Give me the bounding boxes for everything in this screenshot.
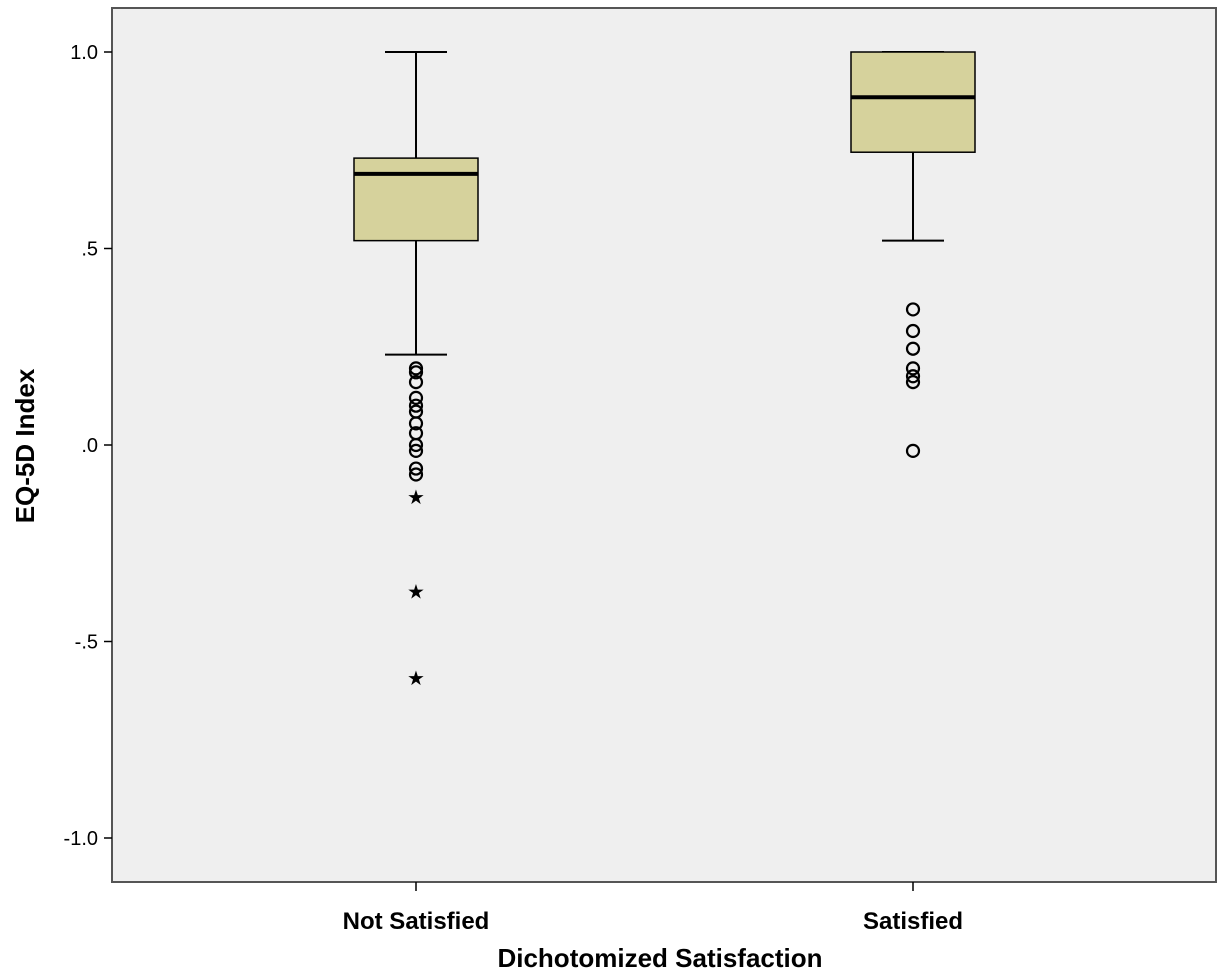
plot-area	[111, 7, 1217, 883]
y-tick-label-2: .0	[81, 435, 98, 457]
outlier-1-2	[905, 341, 921, 356]
y-tick-label-3: -.5	[75, 632, 98, 654]
y-tick-label-1: .5	[81, 239, 98, 261]
outlier-1-3	[905, 361, 921, 376]
x-axis: Not Satisfied Satisfied	[343, 882, 963, 935]
x-axis-title: Dichotomized Satisfaction	[497, 943, 822, 973]
outlier-0-10	[408, 461, 424, 476]
x-tick-label-1: Satisfied	[863, 908, 963, 935]
outlier-0-2	[408, 375, 424, 390]
extreme-star-0-2: ★	[407, 666, 425, 690]
outlier-0-4	[408, 398, 424, 413]
outlier-1-4	[905, 369, 921, 384]
outlier-0-6	[408, 416, 424, 431]
outlier-0-11	[408, 467, 424, 482]
outlier-0-8	[408, 437, 424, 453]
iqr-box-1	[850, 51, 976, 153]
y-tick-label-4: -1.0	[64, 828, 98, 850]
extreme-star-0-1: ★	[407, 579, 425, 603]
outlier-0-1	[408, 365, 424, 380]
outlier-1-0	[905, 302, 921, 317]
y-axis: 1.0 .5 .0 -.5 -1.0	[64, 42, 112, 850]
box-group-0: ★ ★ ★	[353, 51, 479, 690]
extreme-star-0-0: ★	[407, 485, 425, 509]
outlier-0-9	[408, 443, 424, 458]
iqr-box-0	[353, 157, 479, 242]
outlier-1-6	[905, 443, 921, 458]
y-tick-label-0: 1.0	[70, 42, 98, 64]
outlier-0-0	[408, 361, 424, 376]
box-group-1	[850, 51, 976, 458]
y-axis-title: EQ-5D Index	[10, 368, 40, 523]
outlier-1-5	[905, 375, 921, 390]
boxes-layer: ★ ★ ★	[353, 51, 976, 690]
x-tick-label-0: Not Satisfied	[343, 908, 490, 935]
outlier-0-3	[408, 390, 424, 405]
outlier-1-1	[905, 323, 921, 339]
